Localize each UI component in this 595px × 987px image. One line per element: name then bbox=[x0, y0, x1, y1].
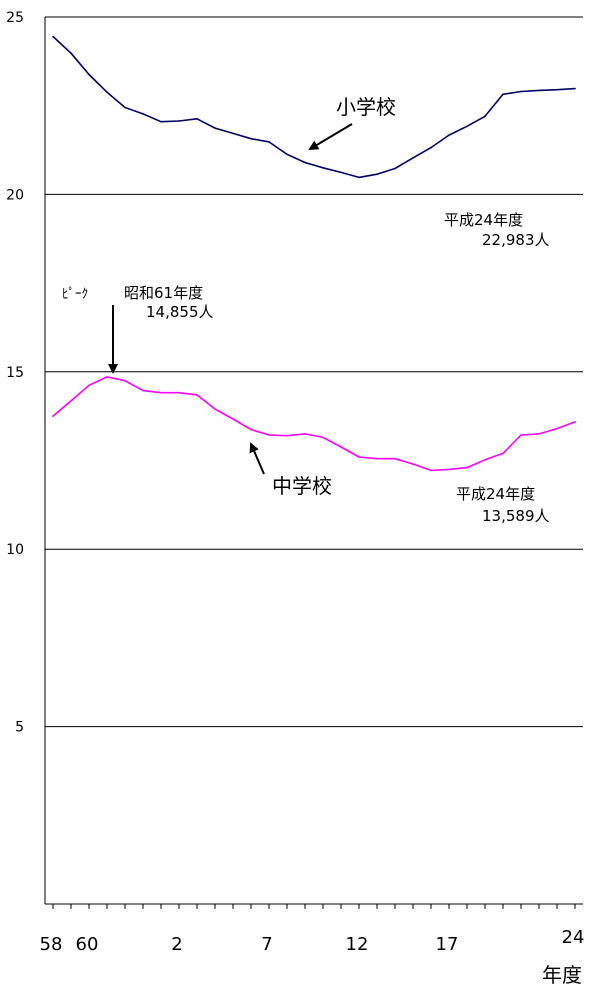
data-point bbox=[70, 52, 72, 54]
x-tick-label: 7 bbox=[261, 934, 272, 955]
y-tick-labels: 5 10 15 20 25 bbox=[6, 10, 24, 736]
data-point bbox=[502, 453, 504, 455]
data-point bbox=[70, 400, 72, 402]
x-tick-label: 60 bbox=[76, 934, 99, 955]
elementary-arrow bbox=[310, 124, 352, 149]
gridlines bbox=[45, 17, 583, 727]
data-point bbox=[124, 380, 126, 382]
data-point bbox=[178, 392, 180, 394]
data-point bbox=[160, 392, 162, 394]
data-point bbox=[502, 94, 504, 96]
data-point bbox=[340, 446, 342, 448]
peak-label: ﾋﾟｰｸ bbox=[62, 287, 88, 302]
x-tick-label: 2 bbox=[171, 934, 182, 955]
x-axis-label: 年度 bbox=[542, 963, 582, 987]
data-point bbox=[538, 90, 540, 92]
series-line-junior bbox=[53, 377, 575, 471]
x-tick-label: 24 bbox=[562, 927, 585, 948]
data-point bbox=[250, 138, 252, 140]
data-point bbox=[322, 437, 324, 439]
data-point bbox=[268, 141, 270, 143]
data-point bbox=[304, 433, 306, 435]
data-point bbox=[520, 91, 522, 93]
y-tick-label: 15 bbox=[6, 365, 24, 381]
data-point bbox=[448, 134, 450, 136]
data-point bbox=[178, 120, 180, 122]
series-line-elementary bbox=[53, 37, 575, 178]
y-tick-label: 10 bbox=[6, 542, 24, 558]
elementary-end-value: 22,983人 bbox=[482, 231, 550, 249]
data-point bbox=[88, 384, 90, 386]
elementary-label: 小学校 bbox=[336, 95, 396, 119]
peak-value: 14,855人 bbox=[146, 303, 214, 321]
data-point bbox=[430, 147, 432, 149]
data-point bbox=[340, 172, 342, 174]
data-point bbox=[574, 421, 576, 423]
data-point bbox=[52, 415, 54, 417]
junior-end-value: 13,589人 bbox=[482, 507, 550, 525]
data-point bbox=[214, 408, 216, 410]
data-point bbox=[358, 456, 360, 458]
data-point bbox=[394, 458, 396, 460]
axes bbox=[45, 17, 583, 909]
x-tick-label: 12 bbox=[346, 934, 369, 955]
data-point bbox=[286, 435, 288, 437]
data-point bbox=[124, 107, 126, 109]
peak-year: 昭和61年度 bbox=[124, 284, 203, 302]
data-point bbox=[430, 470, 432, 472]
data-point bbox=[520, 434, 522, 436]
data-point bbox=[106, 91, 108, 93]
data-point bbox=[394, 168, 396, 170]
y-tick-label: 5 bbox=[15, 720, 24, 736]
data-point bbox=[196, 394, 198, 396]
data-point bbox=[358, 177, 360, 179]
data-point bbox=[538, 433, 540, 435]
junior-end-year: 平成24年度 bbox=[456, 485, 535, 503]
data-point bbox=[52, 36, 54, 38]
data-point bbox=[304, 162, 306, 164]
data-point bbox=[376, 173, 378, 175]
data-point bbox=[466, 125, 468, 127]
elementary-end-year: 平成24年度 bbox=[444, 211, 523, 229]
data-point bbox=[376, 458, 378, 460]
data-point bbox=[412, 463, 414, 465]
data-point bbox=[232, 133, 234, 135]
data-point bbox=[214, 127, 216, 129]
data-point bbox=[484, 459, 486, 461]
data-point bbox=[286, 154, 288, 156]
data-point bbox=[160, 121, 162, 123]
junior-label: 中学校 bbox=[272, 474, 332, 498]
data-point bbox=[88, 74, 90, 76]
data-point bbox=[268, 434, 270, 436]
y-tick-label: 25 bbox=[6, 10, 24, 26]
data-point bbox=[556, 428, 558, 430]
data-point bbox=[142, 113, 144, 115]
data-point bbox=[556, 89, 558, 91]
data-point bbox=[250, 429, 252, 431]
data-point bbox=[574, 88, 576, 90]
x-tick-labels: 58 60 2 7 12 17 24 bbox=[40, 927, 585, 955]
data-point bbox=[322, 167, 324, 169]
junior-arrow bbox=[251, 444, 264, 474]
data-point bbox=[106, 376, 108, 378]
data-point bbox=[232, 418, 234, 420]
data-point bbox=[448, 469, 450, 471]
series-lines bbox=[52, 36, 576, 472]
x-tick-label: 17 bbox=[436, 934, 459, 955]
x-tick-label: 58 bbox=[40, 934, 63, 955]
data-point bbox=[466, 467, 468, 469]
y-tick-label: 20 bbox=[6, 187, 24, 203]
data-point bbox=[196, 118, 198, 120]
data-point bbox=[412, 157, 414, 159]
data-point bbox=[142, 390, 144, 392]
data-point bbox=[484, 116, 486, 118]
